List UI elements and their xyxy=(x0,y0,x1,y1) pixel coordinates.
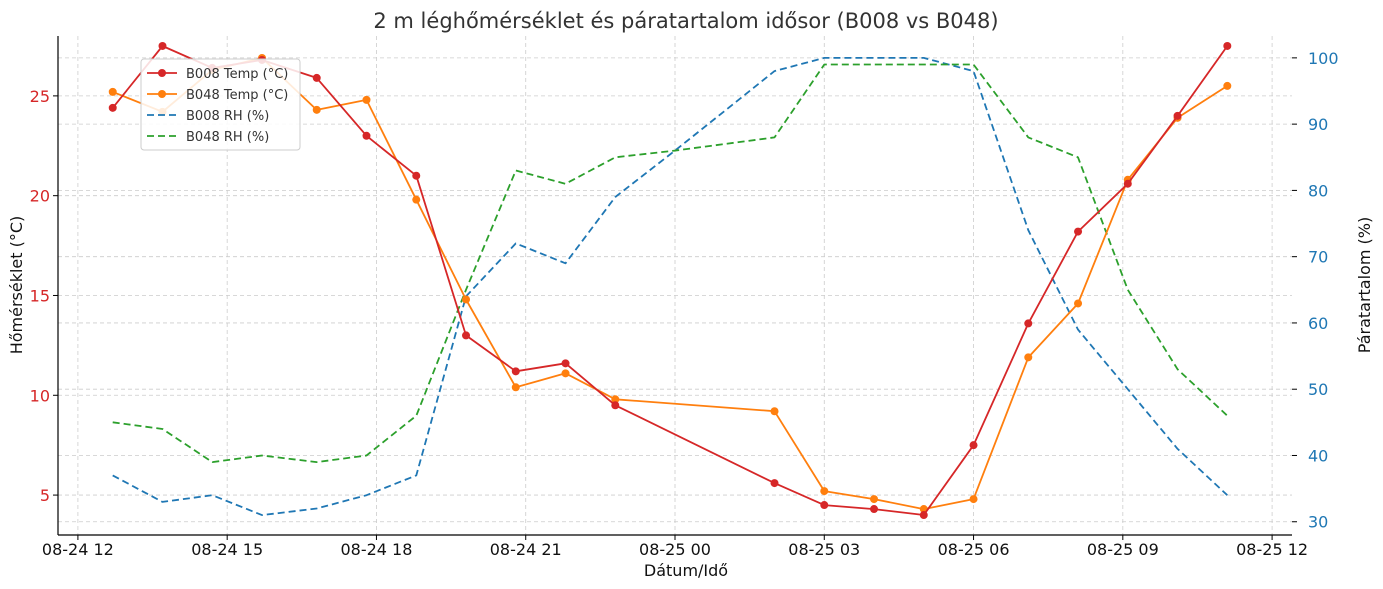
y-axis-left-label: Hőmérséklet (°C) xyxy=(7,216,26,355)
series-point-0 xyxy=(919,511,928,520)
series-point-1 xyxy=(820,487,829,496)
series-line-2 xyxy=(112,57,1228,516)
series-point-0 xyxy=(561,359,570,368)
x-tick-label: 08-25 12 xyxy=(1236,540,1308,559)
series-point-0 xyxy=(820,501,829,510)
series-point-0 xyxy=(969,441,978,450)
y-right-tick-label: 40 xyxy=(1308,446,1328,465)
series-point-0 xyxy=(1173,111,1182,120)
series-point-0 xyxy=(770,479,779,488)
series-point-0 xyxy=(511,367,520,376)
series-point-0 xyxy=(362,131,371,140)
series-point-0 xyxy=(1074,227,1083,236)
x-tick-label: 08-25 09 xyxy=(1087,540,1159,559)
x-tick-label: 08-25 00 xyxy=(639,540,711,559)
x-tick-label: 08-24 15 xyxy=(191,540,263,559)
legend-swatch-marker xyxy=(158,69,166,77)
chart-title: 2 m léghőmérséklet és páratartalom időso… xyxy=(373,9,998,33)
legend-entry-label: B048 Temp (°C) xyxy=(186,88,288,103)
series-point-0 xyxy=(1024,319,1033,328)
x-axis-label: Dátum/Idő xyxy=(644,561,728,580)
series-point-1 xyxy=(362,95,371,104)
series-point-0 xyxy=(412,171,421,180)
series-point-0 xyxy=(870,505,879,514)
series-point-0 xyxy=(312,73,321,82)
series-point-1 xyxy=(770,407,779,416)
y-right-tick-label: 100 xyxy=(1308,49,1339,68)
y-right-tick-label: 80 xyxy=(1308,181,1328,200)
y-right-tick-label: 70 xyxy=(1308,248,1328,267)
series-point-1 xyxy=(1074,299,1083,308)
y-left-tick-label: 10 xyxy=(30,386,50,405)
series-point-1 xyxy=(1024,353,1033,362)
series-point-1 xyxy=(312,105,321,114)
series-point-0 xyxy=(611,401,620,410)
y-axis-right-label: Páratartalom (%) xyxy=(1355,217,1374,353)
y-left-tick-label: 25 xyxy=(30,87,50,106)
series-point-1 xyxy=(611,395,620,404)
series-point-0 xyxy=(1123,179,1132,188)
series-point-1 xyxy=(108,87,117,96)
series-point-1 xyxy=(870,495,879,504)
series-point-0 xyxy=(462,331,471,340)
series-point-1 xyxy=(561,369,570,378)
legend-entry-label: B008 RH (%) xyxy=(186,109,269,124)
series-point-1 xyxy=(412,195,421,204)
legend-box xyxy=(140,58,301,151)
series-point-1 xyxy=(511,383,520,392)
x-tick-label: 08-24 12 xyxy=(42,540,114,559)
y-right-tick-label: 90 xyxy=(1308,115,1328,134)
series-point-0 xyxy=(1223,41,1232,50)
x-tick-label: 08-25 03 xyxy=(788,540,860,559)
y-right-tick-label: 60 xyxy=(1308,314,1328,333)
series-point-0 xyxy=(108,103,117,112)
series-line-3 xyxy=(112,63,1228,464)
y-right-tick-label: 50 xyxy=(1308,380,1328,399)
x-tick-label: 08-25 06 xyxy=(938,540,1010,559)
series-point-0 xyxy=(158,41,167,50)
legend-entry-label: B008 Temp (°C) xyxy=(186,67,288,82)
legend-entry-label: B048 RH (%) xyxy=(186,130,269,145)
series-point-1 xyxy=(1223,81,1232,90)
y-left-tick-label: 5 xyxy=(40,486,50,505)
y-left-tick-label: 15 xyxy=(30,286,50,305)
series-point-1 xyxy=(462,295,471,304)
x-tick-label: 08-24 18 xyxy=(340,540,412,559)
y-right-tick-label: 30 xyxy=(1308,513,1328,532)
legend-swatch-marker xyxy=(158,90,166,98)
ticks: 08-24 12 08-24 15 08-24 18 08-24 21 08-25 00… xyxy=(30,49,1339,559)
series-point-1 xyxy=(969,495,978,504)
legend: B008 Temp (°C) B048 Temp (°C) B008 RH (%) B… xyxy=(140,58,301,151)
x-tick-label: 08-24 21 xyxy=(490,540,562,559)
y-left-tick-label: 20 xyxy=(30,187,50,206)
